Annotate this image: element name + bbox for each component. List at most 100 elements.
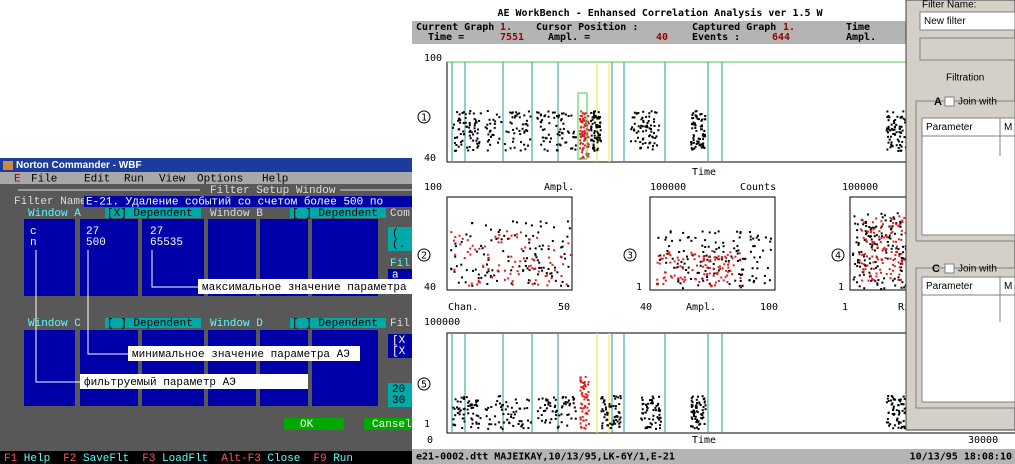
dot — [513, 116, 516, 119]
dot — [529, 421, 532, 424]
dot — [544, 421, 547, 424]
filter-name-field[interactable] — [84, 196, 412, 207]
dot — [524, 123, 527, 126]
dot — [681, 278, 684, 281]
dot — [566, 235, 569, 238]
group-box — [915, 267, 1015, 409]
dot — [722, 279, 725, 282]
dot — [587, 383, 589, 386]
dot — [702, 133, 705, 136]
arrow — [35, 250, 82, 383]
dot — [712, 274, 715, 277]
menu-item[interactable]: Help — [262, 173, 288, 185]
dot — [650, 130, 653, 133]
dot — [898, 273, 901, 276]
dependent-box[interactable] — [105, 318, 201, 328]
dot — [560, 284, 562, 287]
dot — [572, 132, 575, 135]
dot — [593, 121, 596, 124]
dot — [714, 258, 717, 261]
dot — [513, 132, 516, 135]
dot — [584, 405, 586, 407]
dot — [549, 404, 552, 407]
axis-label: Chan. — [448, 302, 478, 313]
menu-item[interactable]: Edit — [84, 173, 110, 185]
dot — [580, 110, 583, 113]
checkbox[interactable] — [944, 263, 955, 274]
dot — [523, 143, 526, 146]
dot — [584, 385, 587, 388]
dot — [464, 117, 467, 119]
dot — [492, 134, 495, 136]
annotation: максимальное значение параметра АЭ — [202, 282, 426, 294]
fkey: Alt-F3 — [221, 453, 261, 464]
dot — [715, 256, 718, 259]
menu-item[interactable]: File — [31, 173, 57, 185]
dot — [548, 122, 551, 125]
dependent: [X] Dependent — [107, 208, 193, 220]
dot — [698, 280, 701, 283]
dot — [584, 375, 587, 378]
dot — [540, 114, 542, 117]
dot — [469, 110, 472, 112]
dot — [880, 258, 883, 261]
table-header: Parameter — [926, 122, 973, 133]
ok-button[interactable] — [284, 418, 344, 430]
dot — [742, 268, 745, 271]
dot — [566, 424, 569, 427]
dot — [461, 237, 464, 240]
dot — [613, 416, 616, 419]
dot — [673, 274, 676, 277]
plot-number: 4 — [835, 251, 841, 262]
side-box — [388, 269, 412, 280]
dot — [702, 411, 705, 414]
dot — [583, 123, 586, 126]
dot — [869, 274, 872, 277]
dot — [559, 255, 562, 258]
dot — [899, 116, 902, 119]
dot — [585, 395, 588, 398]
cancel-button[interactable] — [364, 418, 412, 430]
dot — [650, 423, 653, 426]
dot — [463, 420, 466, 423]
dependent-box[interactable] — [290, 318, 386, 328]
dot — [892, 427, 895, 430]
dot — [680, 260, 683, 263]
dot — [452, 418, 455, 421]
dot — [497, 231, 500, 233]
dot — [615, 415, 618, 418]
dot — [541, 119, 544, 122]
menu-item[interactable]: Options — [197, 173, 243, 185]
dot — [476, 137, 479, 140]
dot — [579, 118, 581, 120]
checkbox[interactable] — [944, 96, 955, 107]
dot — [488, 118, 491, 121]
dot — [486, 149, 489, 152]
table-header: Parameter — [926, 281, 973, 292]
dot — [645, 115, 648, 118]
menu-item[interactable]: Run — [124, 173, 144, 185]
menu-item[interactable]: E — [14, 173, 21, 185]
dot — [593, 149, 596, 152]
dot — [609, 422, 612, 425]
dependent-box[interactable] — [105, 208, 201, 218]
dot — [641, 142, 644, 145]
dot — [895, 223, 898, 226]
dot — [690, 410, 693, 413]
dot — [549, 402, 552, 405]
menu-item[interactable]: View — [159, 173, 186, 185]
dot — [752, 245, 755, 248]
filter-name-input[interactable] — [919, 11, 1015, 31]
dialog-button[interactable] — [919, 37, 1015, 61]
dot — [531, 283, 534, 286]
dot — [458, 234, 461, 237]
dependent-box[interactable] — [290, 208, 386, 218]
dot — [652, 414, 655, 417]
dot — [510, 234, 513, 237]
dot — [885, 129, 888, 132]
dot — [580, 120, 583, 123]
dot — [898, 215, 901, 218]
dot — [469, 129, 472, 132]
dot — [858, 274, 861, 277]
